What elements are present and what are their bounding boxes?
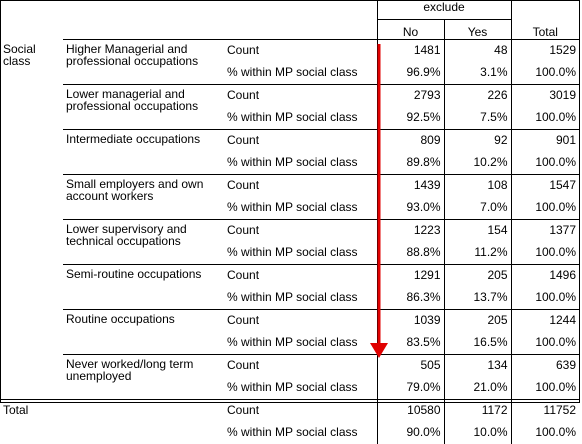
cell-pct-no: 93.0% (377, 197, 444, 220)
cell-pct-total: 100.0% (511, 287, 579, 310)
corner-cell (0, 0, 377, 40)
stat-label-count: Count (224, 40, 377, 63)
cell-pct-no: 83.5% (377, 332, 444, 355)
stat-label-count: Count (224, 355, 377, 378)
stat-label-count: Count (224, 310, 377, 333)
stat-label-count: Count (224, 130, 377, 153)
cell-pct-yes: 7.0% (444, 197, 511, 220)
cell-pct-no: 89.8% (377, 152, 444, 175)
cell-count-total: 639 (511, 355, 579, 378)
stat-label-pct: % within MP social class (224, 62, 377, 85)
stat-label-pct: % within MP social class (224, 197, 377, 220)
cell-count-no: 505 (377, 355, 444, 378)
category-label: Lower supervisory and technical occupati… (63, 220, 224, 265)
stat-label-pct: % within MP social class (224, 242, 377, 265)
total-count-total: 11752 (511, 400, 579, 423)
table-row: Lower managerial and professional occupa… (0, 85, 579, 108)
row-group-label: Social class (0, 40, 63, 400)
stat-label-count: Count (224, 265, 377, 288)
total-label: Total (0, 400, 224, 444)
cell-count-no: 1291 (377, 265, 444, 288)
category-label: Never worked/long term unemployed (63, 355, 224, 400)
cell-count-total: 1529 (511, 40, 579, 63)
exclude-header: exclude (377, 0, 511, 20)
stat-label-pct: % within MP social class (224, 332, 377, 355)
stat-label-pct: % within MP social class (224, 377, 377, 400)
stat-label-count: Count (224, 85, 377, 108)
cell-count-no: 809 (377, 130, 444, 153)
cell-pct-total: 100.0% (511, 107, 579, 130)
cell-pct-yes: 13.7% (444, 287, 511, 310)
cell-pct-total: 100.0% (511, 377, 579, 400)
total-pct-no: 90.0% (377, 422, 444, 444)
category-label: Higher Managerial and professional occup… (63, 40, 224, 85)
cell-pct-no: 79.0% (377, 377, 444, 400)
cell-count-total: 3019 (511, 85, 579, 108)
cell-count-yes: 205 (444, 265, 511, 288)
category-label: Routine occupations (63, 310, 224, 355)
stat-label-pct: % within MP social class (224, 152, 377, 175)
cell-count-no: 1481 (377, 40, 444, 63)
cell-count-total: 901 (511, 130, 579, 153)
cell-pct-no: 96.9% (377, 62, 444, 85)
cell-count-yes: 134 (444, 355, 511, 378)
cell-pct-yes: 3.1% (444, 62, 511, 85)
stat-label-pct: % within MP social class (224, 287, 377, 310)
cell-pct-yes: 21.0% (444, 377, 511, 400)
cell-count-yes: 226 (444, 85, 511, 108)
no-col-header: No (377, 20, 444, 40)
cell-pct-yes: 11.2% (444, 242, 511, 265)
cell-count-no: 2793 (377, 85, 444, 108)
stat-label-count: Count (224, 175, 377, 198)
category-label: Lower managerial and professional occupa… (63, 85, 224, 130)
cell-count-yes: 108 (444, 175, 511, 198)
cell-pct-total: 100.0% (511, 152, 579, 175)
cell-count-total: 1547 (511, 175, 579, 198)
cell-pct-total: 100.0% (511, 62, 579, 85)
total-count-yes: 1172 (444, 400, 511, 423)
cell-count-total: 1496 (511, 265, 579, 288)
cell-pct-no: 92.5% (377, 107, 444, 130)
total-pct-yes: 10.0% (444, 422, 511, 444)
cell-count-yes: 92 (444, 130, 511, 153)
table-row: Lower supervisory and technical occupati… (0, 220, 579, 243)
stat-label-pct: % within MP social class (224, 107, 377, 130)
cell-pct-total: 100.0% (511, 197, 579, 220)
cell-pct-total: 100.0% (511, 332, 579, 355)
cell-count-no: 1223 (377, 220, 444, 243)
total-count-no: 10580 (377, 400, 444, 423)
cell-count-no: 1439 (377, 175, 444, 198)
category-label: Small employers and own account workers (63, 175, 224, 220)
stat-label-count: Count (224, 220, 377, 243)
cell-count-yes: 154 (444, 220, 511, 243)
cell-pct-yes: 16.5% (444, 332, 511, 355)
stat-label-count: Count (224, 400, 377, 423)
category-label: Semi-routine occupations (63, 265, 224, 310)
cell-pct-yes: 7.5% (444, 107, 511, 130)
total-pct-total: 100.0% (511, 422, 579, 444)
cell-count-no: 1039 (377, 310, 444, 333)
yes-col-header: Yes (444, 20, 511, 40)
cell-pct-total: 100.0% (511, 242, 579, 265)
total-col-header: Total (511, 0, 579, 40)
cell-count-total: 1244 (511, 310, 579, 333)
cell-count-yes: 205 (444, 310, 511, 333)
cell-count-yes: 48 (444, 40, 511, 63)
cell-pct-no: 88.8% (377, 242, 444, 265)
cell-pct-yes: 10.2% (444, 152, 511, 175)
stat-label-pct: % within MP social class (224, 422, 377, 444)
category-label: Intermediate occupations (63, 130, 224, 175)
cell-pct-no: 86.3% (377, 287, 444, 310)
cell-count-total: 1377 (511, 220, 579, 243)
